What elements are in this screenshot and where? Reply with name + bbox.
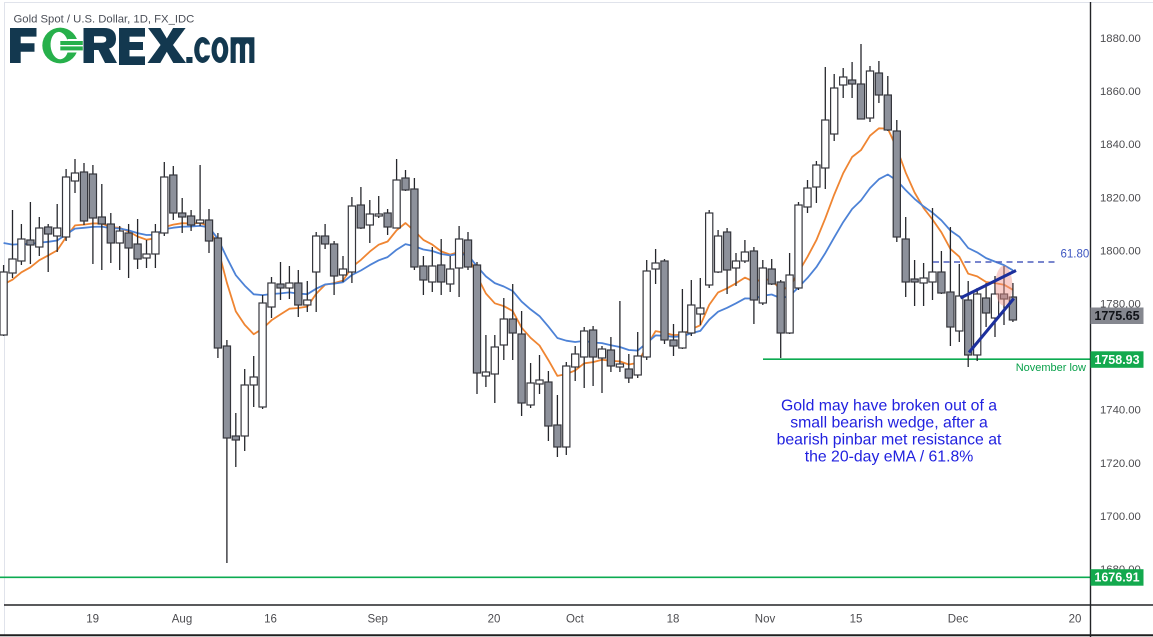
- svg-text:Aug: Aug: [172, 614, 192, 626]
- svg-text:Nov: Nov: [755, 614, 776, 626]
- svg-text:1800.00: 1800.00: [1100, 245, 1141, 257]
- svg-text:1720.00: 1720.00: [1100, 458, 1141, 470]
- svg-text:1740.00: 1740.00: [1100, 405, 1141, 417]
- svg-text:the 20-day eMA / 61.8%: the 20-day eMA / 61.8%: [805, 449, 974, 466]
- svg-text:1840.00: 1840.00: [1100, 139, 1141, 151]
- svg-text:Gold may have broken out of a: Gold may have broken out of a: [781, 398, 997, 415]
- svg-text:1880.00: 1880.00: [1100, 33, 1141, 45]
- svg-text:1700.00: 1700.00: [1100, 511, 1141, 523]
- svg-text:bearish pinbar met resistance: bearish pinbar met resistance at: [777, 432, 1002, 449]
- svg-text:15: 15: [850, 614, 863, 626]
- svg-text:20: 20: [488, 614, 501, 626]
- svg-text:19: 19: [86, 614, 99, 626]
- svg-text:20: 20: [1069, 614, 1082, 626]
- svg-text:1860.00: 1860.00: [1100, 86, 1141, 98]
- svg-text:16: 16: [264, 614, 277, 626]
- svg-text:18: 18: [667, 614, 680, 626]
- svg-text:Gold Spot / U.S. Dollar, 1D, F: Gold Spot / U.S. Dollar, 1D, FX_IDC: [14, 14, 195, 26]
- svg-text:Oct: Oct: [566, 614, 585, 626]
- svg-text:Dec: Dec: [948, 614, 969, 626]
- svg-text:1820.00: 1820.00: [1100, 192, 1141, 204]
- svg-text:1758.93: 1758.93: [1094, 353, 1139, 367]
- svg-text:small bearish wedge, after a: small bearish wedge, after a: [790, 415, 988, 432]
- svg-text:1775.65: 1775.65: [1094, 309, 1139, 323]
- svg-text:1676.91: 1676.91: [1094, 571, 1139, 585]
- svg-text:61.80: 61.80: [1061, 249, 1090, 261]
- svg-text:November low: November low: [1016, 362, 1086, 374]
- svg-text:Sep: Sep: [367, 614, 387, 626]
